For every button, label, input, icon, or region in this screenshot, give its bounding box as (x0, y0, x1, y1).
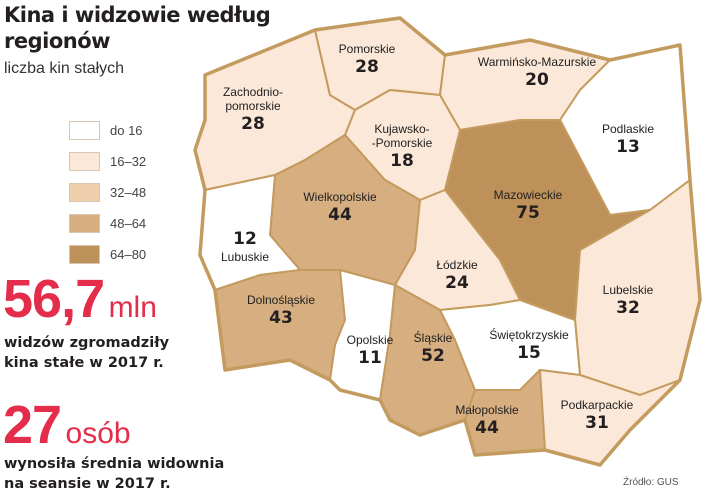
region-label: Świętokrzyskie 15 (489, 328, 568, 364)
region-value: 44 (475, 418, 499, 438)
stat-unit: osób (65, 417, 131, 450)
page-title: Kina i widzowie według regionów (4, 3, 271, 53)
region-value: 12 (233, 229, 257, 249)
region-value: 31 (585, 413, 609, 433)
region-value: 44 (328, 205, 352, 225)
region-name: Mazowieckie (493, 188, 563, 202)
legend-label: 64–80 (110, 247, 147, 262)
region-value: 13 (616, 137, 640, 157)
region-label: Łódzkie 24 (436, 258, 477, 294)
legend-swatch (69, 152, 100, 171)
region-value: 15 (517, 343, 541, 363)
region-value: 75 (516, 203, 540, 223)
region-label: Warmińsko-Mazurskie 20 (478, 55, 596, 91)
legend-label: 16–32 (110, 154, 147, 169)
stat-audience-desc: wynosiła średnia widownia na seansie w 20… (4, 454, 224, 494)
region-value: 24 (445, 273, 469, 293)
region-label: Opolskie 11 (347, 333, 394, 369)
region-name: Opolskie (346, 333, 394, 347)
region-name: Świętokrzyskie (489, 328, 569, 342)
stat-value: 56,7 (3, 269, 105, 329)
legend-label: do 16 (110, 123, 143, 138)
stat-viewers-desc: widzów zgromadziły kina stałe w 2017 r. (4, 333, 169, 373)
region-value: 32 (616, 298, 640, 318)
region-label: Małopolskie 44 (455, 403, 518, 439)
region-name: Podkarpackie (560, 398, 634, 412)
region-name: Łódzkie (436, 258, 478, 272)
desc-line: kina stałe w 2017 r. (4, 355, 164, 371)
legend-item: 64–80 (69, 239, 146, 270)
region-label: 12 Lubuskie (221, 228, 269, 264)
region-name: Zachodnio- (222, 85, 284, 99)
legend-swatch (69, 214, 100, 233)
region-name: Warmińsko-Mazurskie (477, 55, 597, 69)
stat-value: 27 (3, 395, 62, 455)
country-outline (193, 16, 702, 467)
region-value: 28 (355, 57, 379, 77)
region-label: Podlaskie 13 (602, 122, 654, 158)
desc-line: na seansie w 2017 r. (4, 476, 171, 492)
region-name: Małopolskie (455, 403, 519, 417)
region-value: 52 (421, 346, 445, 366)
region-label: Mazowieckie 75 (494, 188, 563, 224)
subtitle: liczba kin stałych (4, 60, 125, 77)
region-name: Śląskie (413, 331, 453, 345)
desc-line: wynosiła średnia widownia (4, 456, 225, 472)
region-label: Kujawsko- -Pomorskie 18 (372, 122, 433, 172)
source: Źródło: GUS (623, 477, 679, 488)
stat-viewers: 56,7 mln (3, 268, 157, 330)
region-value: 28 (241, 114, 265, 134)
stat-unit: mln (108, 291, 157, 324)
region-name: Lubelskie (602, 283, 654, 297)
legend-label: 32–48 (110, 185, 147, 200)
region-value: 18 (390, 151, 414, 171)
region-value: 20 (525, 70, 549, 90)
desc-line: widzów zgromadziły (4, 335, 170, 351)
region-name: Kujawsko- (374, 122, 430, 136)
region-name: -Pomorskie (371, 136, 433, 150)
region-name: Lubuskie (220, 250, 270, 264)
region-label: Dolnośląskie 43 (247, 293, 315, 329)
legend-item: 32–48 (69, 177, 146, 208)
legend: do 16 16–32 32–48 48–64 64–80 (69, 115, 146, 270)
region-value: 11 (358, 348, 382, 368)
region-label: Lubelskie 32 (603, 283, 654, 319)
region-label: Podkarpackie 31 (561, 398, 634, 434)
legend-swatch (69, 245, 100, 264)
legend-label: 48–64 (110, 216, 147, 231)
legend-item: 48–64 (69, 208, 146, 239)
legend-swatch (69, 183, 100, 202)
region-name: Podlaskie (601, 122, 655, 136)
region-name: Pomorskie (338, 42, 396, 56)
region-name: Dolnośląskie (246, 293, 316, 307)
region-name: Wielkopolskie (303, 190, 377, 204)
legend-item: do 16 (69, 115, 146, 146)
stat-audience: 27 osób (3, 394, 131, 456)
region-label: Śląskie 52 (414, 331, 453, 367)
region-name: pomorskie (225, 99, 281, 113)
legend-item: 16–32 (69, 146, 146, 177)
region-label: Zachodnio-pomorskie 28 (223, 85, 283, 135)
region-value: 43 (269, 308, 293, 328)
region-label: Wielkopolskie 44 (303, 190, 376, 226)
legend-swatch (69, 121, 100, 140)
region-label: Pomorskie 28 (339, 42, 396, 78)
